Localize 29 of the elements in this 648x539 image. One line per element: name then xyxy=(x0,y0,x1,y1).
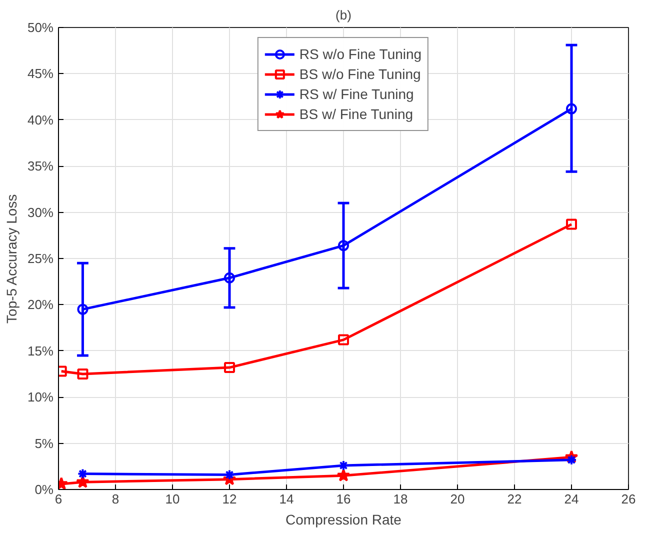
x-tick-label: 20 xyxy=(450,492,465,506)
x-tick-label: 24 xyxy=(564,492,579,506)
x-tick-label: 16 xyxy=(336,492,351,506)
y-tick-label: 40% xyxy=(27,112,54,128)
chart-title: (b) xyxy=(336,8,352,22)
x-axis-title: Compression Rate xyxy=(286,512,402,528)
y-tick-label: 35% xyxy=(27,158,54,174)
y-axis-title: Top-5 Accuracy Loss xyxy=(3,194,20,324)
legend-label: RS w/ Fine Tuning xyxy=(299,86,414,102)
y-tick-label: 25% xyxy=(27,251,54,266)
legend-label: BS w/o Fine Tuning xyxy=(299,66,421,82)
x-tick-label: 12 xyxy=(222,492,237,506)
y-tick-label: 45% xyxy=(27,66,54,82)
x-tick-label: 22 xyxy=(507,492,522,506)
y-tick-label: 5% xyxy=(34,436,54,451)
x-tick-label: 18 xyxy=(393,492,408,506)
x-tick-label: 6 xyxy=(54,492,62,506)
y-tick-label: 10% xyxy=(27,390,54,405)
y-tick-label: 50% xyxy=(27,20,54,35)
y-tick-label: 20% xyxy=(27,297,54,312)
y-tick-label: 15% xyxy=(27,343,54,358)
y-tick-label: 30% xyxy=(27,204,54,220)
x-tick-label: 26 xyxy=(621,492,636,506)
x-tick-label: 10 xyxy=(165,492,180,506)
legend-label: RS w/o Fine Tuning xyxy=(299,46,422,62)
y-tick-label: 0% xyxy=(34,482,54,497)
x-tick-label: 8 xyxy=(112,492,120,506)
legend-label: BS w/ Fine Tuning xyxy=(299,106,414,122)
x-tick-label: 14 xyxy=(279,492,294,506)
